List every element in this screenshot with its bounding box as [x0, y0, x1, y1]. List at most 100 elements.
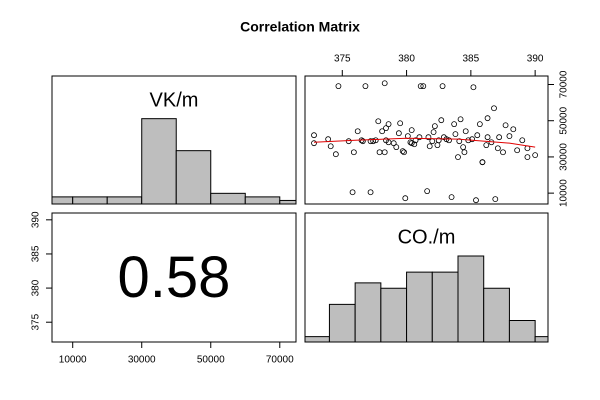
- bar: [508, 320, 536, 342]
- point: [417, 83, 424, 90]
- bar: [380, 287, 408, 342]
- point: [457, 116, 464, 123]
- point: [383, 125, 389, 132]
- panel-frame: [51, 75, 297, 205]
- point: [345, 138, 352, 145]
- bar: [534, 336, 548, 342]
- bar: [406, 271, 433, 342]
- point: [376, 149, 383, 156]
- point: [411, 141, 418, 148]
- panel-label: VK/m: [150, 89, 199, 111]
- point: [420, 83, 427, 90]
- point: [435, 137, 442, 144]
- point: [462, 128, 469, 135]
- point: [375, 118, 382, 125]
- panel-frame: [304, 212, 549, 343]
- point: [327, 143, 334, 150]
- point: [519, 137, 526, 144]
- point: [350, 149, 357, 156]
- y-tick-label: 30000: [559, 143, 570, 171]
- panel: [305, 255, 548, 342]
- bar: [106, 196, 143, 204]
- point: [474, 132, 481, 139]
- point: [408, 140, 415, 147]
- point: [448, 194, 455, 201]
- point: [425, 134, 432, 141]
- x-tick-label: 50000: [197, 355, 225, 366]
- point: [332, 151, 339, 158]
- point: [379, 128, 386, 135]
- point: [395, 130, 402, 137]
- point: [325, 136, 332, 143]
- bar: [72, 196, 108, 204]
- point: [455, 154, 461, 161]
- point: [311, 132, 317, 139]
- point: [385, 121, 392, 128]
- y-tick-label: 70000: [559, 70, 570, 98]
- point: [311, 140, 317, 147]
- y-tick-label: 390: [31, 211, 42, 228]
- point: [393, 144, 400, 151]
- point: [532, 152, 539, 159]
- bar: [52, 196, 74, 204]
- point: [491, 105, 497, 112]
- point: [362, 83, 369, 90]
- point: [510, 126, 517, 133]
- point: [397, 120, 404, 127]
- bar: [210, 192, 246, 204]
- point: [483, 142, 490, 149]
- point: [500, 149, 506, 156]
- point: [452, 131, 459, 138]
- point: [506, 133, 513, 140]
- point: [446, 137, 452, 144]
- point: [408, 127, 415, 134]
- point: [401, 149, 407, 156]
- x-tick-label: 30000: [128, 355, 156, 366]
- bar: [244, 196, 281, 204]
- x-tick-label: 375: [334, 54, 351, 65]
- bar: [483, 287, 510, 342]
- point: [416, 134, 423, 141]
- point: [524, 154, 531, 161]
- bar: [354, 282, 382, 342]
- point: [424, 188, 431, 195]
- point: [456, 138, 463, 145]
- point: [431, 123, 438, 130]
- point: [451, 121, 458, 128]
- panel-label: CO./m: [398, 226, 456, 248]
- point: [484, 115, 491, 122]
- bar: [431, 271, 459, 342]
- bar: [175, 150, 212, 204]
- point: [402, 195, 409, 202]
- x-tick-label: 390: [527, 54, 544, 65]
- panel: [311, 80, 539, 204]
- point: [434, 142, 441, 149]
- y-tick-label: 375: [31, 313, 42, 330]
- x-tick-label: 380: [398, 54, 415, 65]
- point: [479, 159, 486, 166]
- smooth-line: [313, 137, 536, 148]
- point: [426, 143, 433, 150]
- x-tick-label: 385: [463, 54, 480, 65]
- point: [496, 134, 503, 141]
- x-tick-label: 10000: [59, 355, 87, 366]
- point: [381, 149, 388, 156]
- x-tick-label: 70000: [266, 355, 294, 366]
- point: [349, 189, 356, 196]
- point: [502, 122, 509, 129]
- point: [390, 140, 397, 147]
- y-tick-label: 10000: [559, 179, 570, 207]
- point: [470, 84, 477, 91]
- correlation-value: 0.58: [118, 245, 231, 310]
- bar: [457, 255, 485, 342]
- point: [460, 144, 467, 151]
- y-tick-label: 50000: [559, 106, 570, 134]
- chart-title: Correlation Matrix: [240, 19, 360, 35]
- point: [438, 117, 445, 124]
- point: [412, 137, 419, 144]
- point: [429, 138, 436, 145]
- point: [514, 147, 521, 154]
- point: [367, 189, 374, 196]
- point: [484, 134, 491, 141]
